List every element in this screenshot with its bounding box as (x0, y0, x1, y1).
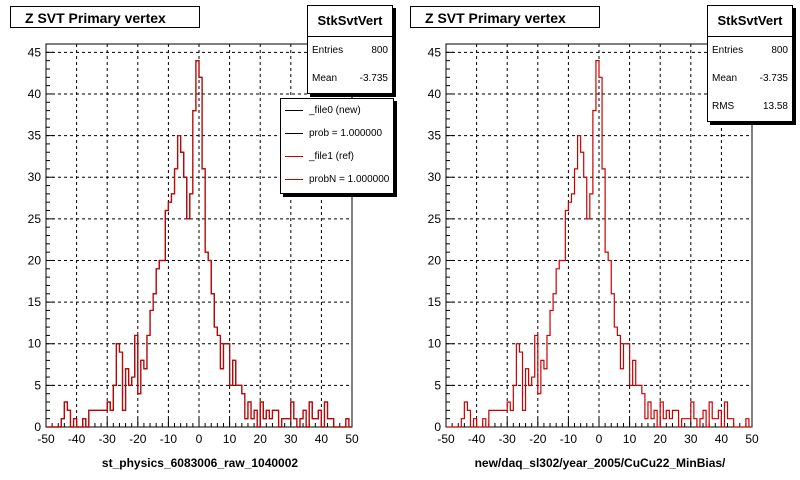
legend-entry: probN = 1.000000 (281, 168, 393, 191)
x-axis-label: st_physics_6083006_raw_1040002 (101, 456, 299, 470)
y-tick-label: 0 (34, 420, 41, 434)
stats-mean-value: -3.735 (359, 73, 388, 84)
y-tick-label: 5 (434, 378, 441, 392)
stats-entries-value: 800 (771, 45, 788, 56)
x-tick-label: 40 (315, 432, 329, 446)
legend-entry-label: probN = 1.000000 (309, 174, 390, 185)
y-tick-label: 10 (428, 337, 442, 351)
legend-line-swatch (285, 179, 303, 180)
x-tick-label: -30 (499, 432, 517, 446)
y-tick-label: 30 (428, 170, 442, 184)
stats-name: StkSvtVert (308, 6, 392, 37)
x-tick-label: -10 (160, 432, 178, 446)
histogram-series-line (46, 60, 352, 428)
histogram-series-line (446, 60, 752, 428)
histogram-plot-right: -50 -40 -30 -20 -10 0 10 20 30 40 50 0 5 10 15 20 25 30 35… (428, 43, 759, 446)
legend-entry-label: _file1 (ref) (309, 151, 355, 162)
stats-box: StkSvtVert Entries 800 Mean -3.735 (307, 5, 393, 94)
legend: _file0 (new) prob = 1.000000 _file1 (ref… (280, 98, 394, 194)
y-tick-label: 25 (428, 212, 442, 226)
y-tick-label: 20 (428, 253, 442, 267)
x-tick-label: -20 (129, 432, 147, 446)
x-tick-label: 30 (684, 432, 698, 446)
y-tick-label: 30 (28, 170, 42, 184)
legend-line-swatch (285, 110, 303, 111)
y-tick-label: 45 (428, 45, 442, 59)
y-tick-label: 40 (428, 87, 442, 101)
stats-rms-row: RMS 13.58 (708, 93, 792, 121)
x-tick-label: 10 (223, 432, 237, 446)
stats-entries-row: Entries 800 (708, 37, 792, 65)
legend-entry-label: _file0 (new) (309, 105, 361, 116)
stats-mean-value: -3.735 (759, 73, 788, 84)
x-tick-label: 50 (745, 432, 759, 446)
y-tick-label: 35 (428, 129, 442, 143)
x-tick-label: 10 (623, 432, 637, 446)
x-tick-label: 30 (284, 432, 298, 446)
y-tick-label: 20 (28, 253, 42, 267)
y-tick-label: 15 (28, 295, 42, 309)
x-axis-label: new/daq_sl302/year_2005/CuCu22_MinBias/ (474, 456, 726, 470)
x-tick-label: -30 (99, 432, 117, 446)
x-tick-label: -10 (560, 432, 578, 446)
histogram-title: Z SVT Primary vertex (10, 6, 200, 28)
legend-line-swatch (285, 156, 303, 157)
left-pad: -50 -40 -30 -20 -10 0 10 20 30 40 50 0 5 10 15 20 25 30 35… (10, 5, 394, 470)
x-tick-label: 50 (345, 432, 359, 446)
x-tick-label: -20 (529, 432, 547, 446)
x-tick-label: 20 (654, 432, 668, 446)
stats-mean-row: Mean -3.735 (708, 65, 792, 93)
stats-entries-row: Entries 800 (308, 37, 392, 65)
legend-entry-label: prob = 1.000000 (309, 128, 383, 139)
stats-entries-label: Entries (712, 45, 744, 56)
stats-entries-label: Entries (312, 45, 344, 56)
y-tick-label: 10 (28, 337, 42, 351)
right-pad: -50 -40 -30 -20 -10 0 10 20 30 40 50 0 5 10 15 20 25 30 35… (400, 0, 800, 480)
x-tick-label: -40 (468, 432, 486, 446)
legend-entry: prob = 1.000000 (281, 122, 393, 145)
y-tick-label: 45 (28, 45, 42, 59)
x-tick-label: -50 (37, 432, 55, 446)
legend-entry: _file1 (ref) (281, 145, 393, 168)
x-tick-label: 0 (196, 432, 203, 446)
x-tick-label: -50 (437, 432, 455, 446)
y-tick-label: 0 (434, 420, 441, 434)
stats-entries-value: 800 (371, 45, 388, 56)
x-tick-label: -40 (68, 432, 86, 446)
stats-mean-label: Mean (312, 73, 338, 84)
x-tick-label: 20 (254, 432, 268, 446)
y-tick-label: 15 (428, 295, 442, 309)
stats-box: StkSvtVert Entries 800 Mean -3.735 RMS 1… (707, 5, 793, 122)
x-tick-label: 0 (596, 432, 603, 446)
stats-mean-label: Mean (712, 73, 738, 84)
histogram-title: Z SVT Primary vertex (410, 6, 600, 28)
y-tick-label: 25 (28, 212, 42, 226)
legend-line-swatch (285, 133, 303, 134)
stats-rms-value: 13.58 (762, 101, 788, 112)
y-tick-label: 40 (28, 87, 42, 101)
stats-mean-row: Mean -3.735 (308, 65, 392, 93)
stats-rms-label: RMS (712, 101, 735, 112)
x-tick-label: 40 (715, 432, 729, 446)
y-tick-label: 5 (34, 378, 41, 392)
legend-entry: _file0 (new) (281, 99, 393, 122)
y-tick-label: 35 (28, 129, 42, 143)
stats-name: StkSvtVert (708, 6, 792, 37)
